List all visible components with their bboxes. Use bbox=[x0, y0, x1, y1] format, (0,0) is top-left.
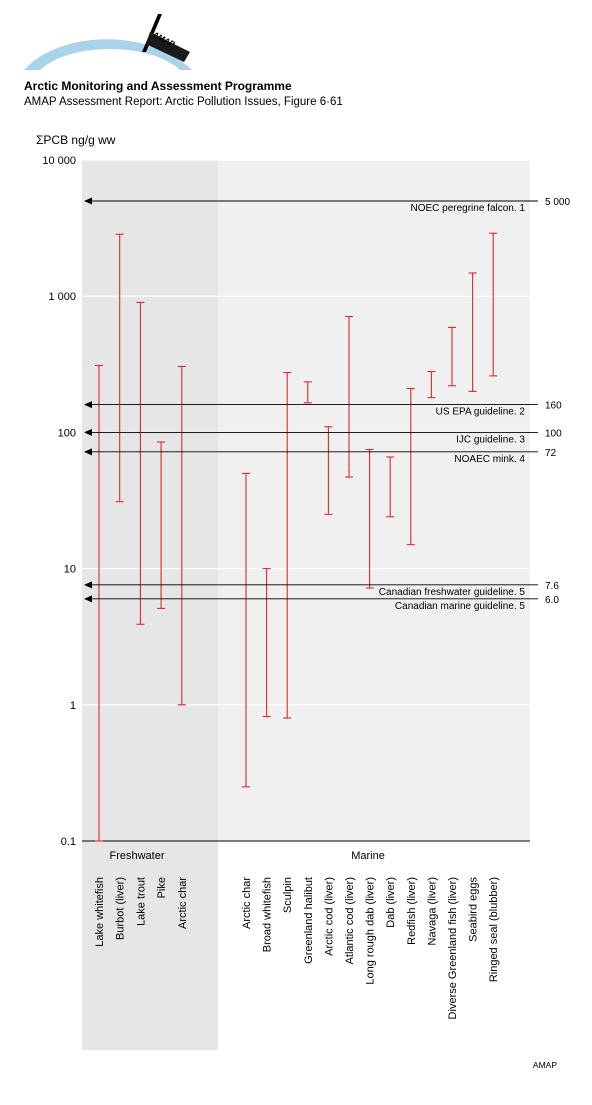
range-bar bbox=[95, 364, 103, 842]
reference-line: NOAEC mink. 4 72 bbox=[84, 448, 557, 465]
range-bar bbox=[345, 315, 353, 478]
x-category-label: Atlantic cod (liver) bbox=[344, 877, 356, 964]
x-category-label: Diverse Greenland fish (liver) bbox=[447, 877, 459, 1019]
x-category-label: Long rough dab (liver) bbox=[365, 877, 377, 985]
range-bar bbox=[283, 372, 292, 719]
reference-label: NOEC peregrine falcon. 1 bbox=[410, 203, 525, 214]
reference-label: IJC guideline. 3 bbox=[456, 434, 525, 445]
reference-value: 7.6 bbox=[545, 581, 559, 592]
footer-credit: AMAP bbox=[533, 1060, 557, 1070]
arrowhead-icon bbox=[84, 595, 92, 603]
amap-logo: AMAP bbox=[24, 14, 192, 70]
range-bar bbox=[386, 456, 395, 518]
range-bar bbox=[427, 370, 436, 399]
reference-value: 160 bbox=[545, 401, 562, 412]
logo-banner-icon bbox=[146, 32, 190, 62]
range-bar bbox=[115, 233, 124, 503]
x-category-label: Seabird eggs bbox=[468, 877, 480, 942]
x-category-label: Sculpin bbox=[282, 877, 294, 913]
x-category-label: Arctic cod (liver) bbox=[323, 877, 335, 956]
y-tick-label: 0.1 bbox=[61, 836, 76, 848]
logo-arc-icon bbox=[24, 39, 192, 70]
freshwater-panel bbox=[82, 160, 218, 1050]
reference-label: NOAEC mink. 4 bbox=[454, 454, 525, 465]
range-bar bbox=[242, 472, 250, 788]
page-title: Arctic Monitoring and Assessment Program… bbox=[24, 79, 292, 93]
reference-value: 100 bbox=[545, 428, 562, 439]
range-bar bbox=[157, 441, 166, 609]
x-category-label: Pike bbox=[156, 877, 168, 898]
arrowhead-icon bbox=[84, 401, 92, 409]
x-category-label: Navaga (liver) bbox=[426, 877, 438, 945]
arrowhead-icon bbox=[84, 197, 92, 205]
arrowhead-icon bbox=[84, 428, 92, 436]
x-category-label: Lake trout bbox=[135, 877, 147, 926]
range-bar bbox=[448, 326, 456, 387]
y-tick-label: 1 bbox=[70, 700, 76, 712]
reference-value: 72 bbox=[545, 448, 557, 459]
reference-line: Canadian marine guideline. 5 6.0 bbox=[84, 595, 559, 612]
x-category-labels: Lake whitefish Burbot (liver) Lake trout Pi… bbox=[94, 877, 500, 1020]
x-category-label: Broad whitefish bbox=[262, 877, 274, 952]
reference-line: Canadian freshwater guideline. 5 7.6 bbox=[84, 581, 559, 598]
reference-line: IJC guideline. 3 100 bbox=[84, 428, 562, 445]
reference-label: US EPA guideline. 2 bbox=[436, 407, 526, 418]
y-tick-label: 1 000 bbox=[48, 291, 76, 303]
y-ticks: 10 000 1 000 100 10 1 0.1 bbox=[42, 155, 76, 848]
range-bar bbox=[406, 387, 415, 546]
group-labels: Freshwater Marine bbox=[109, 850, 384, 862]
range-bar bbox=[324, 426, 333, 515]
reference-value: 6.0 bbox=[545, 595, 559, 606]
range-bars bbox=[95, 232, 498, 842]
x-category-label: Dab (liver) bbox=[385, 877, 397, 928]
x-category-label: Ringed seal (blubber) bbox=[488, 877, 500, 982]
arrowhead-icon bbox=[84, 448, 92, 456]
range-bar bbox=[365, 448, 374, 589]
x-category-label: Greenland halibut bbox=[303, 877, 315, 964]
reference-lines: NOEC peregrine falcon. 1 5 000 US EPA guid… bbox=[84, 197, 570, 612]
x-category-label: Burbot (liver) bbox=[115, 877, 127, 940]
reference-label: Canadian freshwater guideline. 5 bbox=[379, 587, 526, 598]
page-subtitle: AMAP Assessment Report: Arctic Pollution… bbox=[24, 96, 343, 108]
y-tick-label: 100 bbox=[58, 427, 76, 439]
x-category-label: Lake whitefish bbox=[94, 877, 106, 947]
range-bar bbox=[468, 272, 477, 392]
reference-line: NOEC peregrine falcon. 1 5 000 bbox=[84, 197, 570, 214]
range-bar bbox=[177, 365, 186, 706]
group-label: Marine bbox=[351, 850, 385, 862]
range-bar bbox=[136, 301, 145, 625]
y-axis-label: ΣPCB ng/g ww bbox=[36, 133, 116, 147]
x-category-label: Arctic char bbox=[177, 877, 189, 929]
group-label: Freshwater bbox=[109, 850, 164, 862]
y-tick-label: 10 bbox=[64, 564, 76, 576]
reference-line: US EPA guideline. 2 160 bbox=[84, 401, 562, 418]
reference-value: 5 000 bbox=[545, 197, 570, 208]
reference-label: Canadian marine guideline. 5 bbox=[395, 601, 526, 612]
arrowhead-icon bbox=[84, 581, 92, 589]
x-category-label: Arctic char bbox=[241, 877, 253, 929]
range-bar bbox=[489, 232, 498, 377]
range-bar bbox=[303, 381, 312, 404]
y-tick-label: 10 000 bbox=[42, 155, 76, 167]
range-bar bbox=[262, 568, 271, 718]
x-category-label: Redfish (liver) bbox=[406, 877, 418, 945]
marine-panel bbox=[218, 160, 530, 841]
